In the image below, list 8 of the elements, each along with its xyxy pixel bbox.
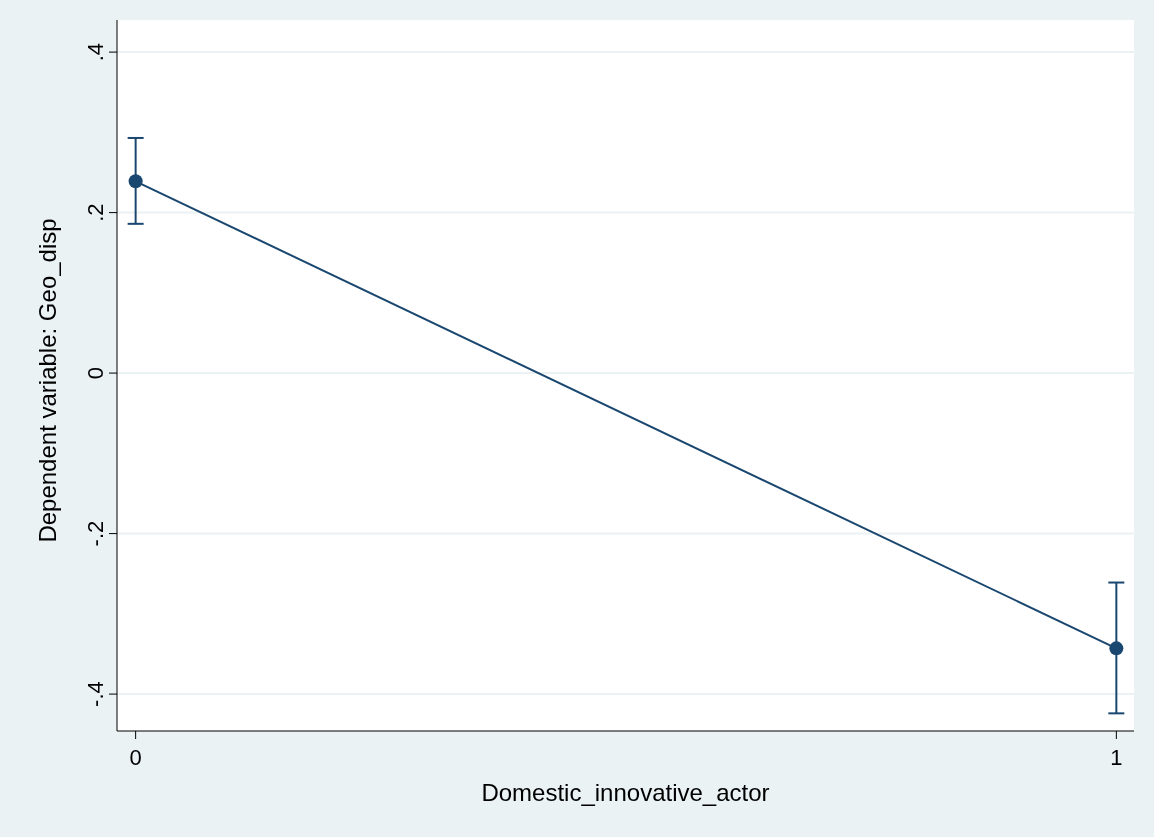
y-tick-label: .4 [83,42,108,62]
y-axis-title: Dependent variable: Geo_disp [34,218,61,543]
y-tick-label: 0 [83,366,108,380]
x-tick-label: 1 [1110,745,1123,770]
y-tick-label: -.2 [83,520,108,547]
x-axis-title: Domestic_innovative_actor [481,779,770,806]
y-tick-label: -.4 [83,681,108,707]
y-tick-label: .2 [83,203,108,222]
